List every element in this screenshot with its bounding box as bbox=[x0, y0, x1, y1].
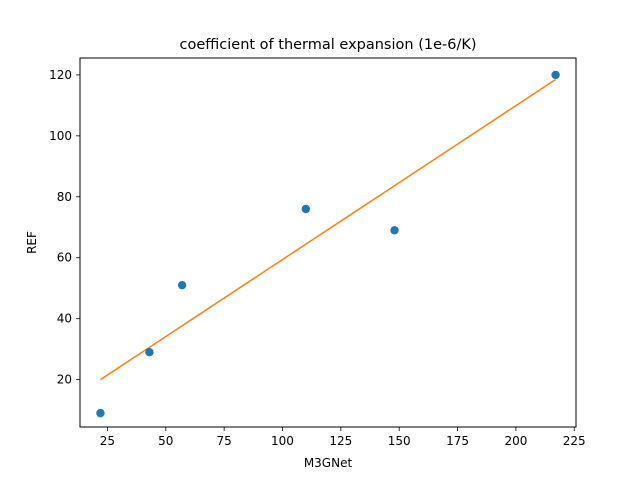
y-tick-label: 40 bbox=[57, 312, 72, 326]
plot-area: 25 50 75 100 125 150 175 200 225 20 40 60 80 100 120 bbox=[49, 57, 586, 448]
plot-frame bbox=[79, 57, 577, 428]
y-tick-label: 120 bbox=[49, 68, 72, 82]
x-tick-label: 75 bbox=[216, 434, 231, 448]
x-tick-label: 225 bbox=[563, 434, 586, 448]
y-tick-label: 100 bbox=[49, 129, 72, 143]
y-axis-label: REF bbox=[25, 231, 39, 254]
x-tick-label: 50 bbox=[158, 434, 173, 448]
x-tick-label: 200 bbox=[504, 434, 527, 448]
x-tick-label: 150 bbox=[388, 434, 411, 448]
x-tick-label: 175 bbox=[446, 434, 469, 448]
y-tick-label: 80 bbox=[57, 190, 72, 204]
scatter-point bbox=[145, 347, 154, 357]
scatter-point bbox=[96, 408, 105, 418]
x-tick-label: 125 bbox=[329, 434, 352, 448]
y-tick-label: 20 bbox=[57, 373, 72, 387]
x-axis: 25 50 75 100 125 150 175 200 225 bbox=[100, 427, 586, 448]
y-axis: 20 40 60 80 100 120 bbox=[49, 68, 80, 387]
x-tick-label: 100 bbox=[271, 434, 294, 448]
series-layer bbox=[96, 70, 560, 418]
scatter-point bbox=[390, 226, 399, 235]
fit-line bbox=[100, 78, 556, 381]
y-tick-label: 60 bbox=[57, 251, 72, 265]
x-tick-label: 25 bbox=[100, 434, 115, 448]
x-axis-label: M3GNet bbox=[304, 456, 353, 470]
scatter-point bbox=[301, 204, 311, 214]
scatter-point bbox=[177, 280, 187, 290]
chart-title: coefficient of thermal expansion (1e-6/K… bbox=[179, 37, 476, 53]
scatter-point bbox=[551, 70, 560, 80]
